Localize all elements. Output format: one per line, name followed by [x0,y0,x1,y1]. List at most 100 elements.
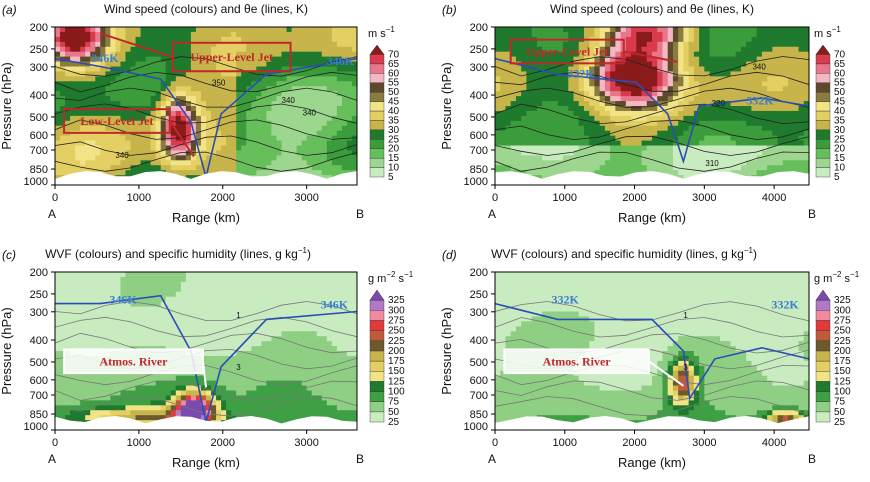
field-cell [793,111,799,117]
field-cell [783,160,789,166]
field-cell [302,52,308,58]
colorbar-tick-label: 65 [388,59,400,70]
field-cell [772,136,778,142]
field-cell [171,282,177,288]
field-cell [600,27,606,33]
y-tick-label: 1000 [464,176,488,188]
field-cell [161,126,167,132]
field-cell [80,81,86,87]
field-cell [131,341,137,347]
field-cell [731,121,737,127]
field-cell [532,131,538,137]
field-cell [542,27,548,33]
x-tick-label: 0 [492,192,498,204]
field-cell [327,287,333,293]
colorbar-tick-label: 70 [388,49,400,60]
field-cell [327,141,333,147]
field-cell [136,57,142,63]
field-cell [746,126,752,132]
field-cell [495,91,501,97]
field-cell [337,272,343,278]
field-cell [196,27,202,33]
field-cell [287,272,293,278]
field-cell [327,42,333,48]
field-cell [55,32,61,38]
field-cell [516,52,522,58]
field-cell [736,91,742,97]
colorbar-unit: m s−1 [368,25,395,40]
field-cell [526,160,532,166]
field-cell [261,136,267,142]
field-cell [312,57,318,63]
field-cell [60,341,66,347]
field-cell [327,277,333,283]
field-cell [191,146,197,152]
field-cell [216,160,222,166]
field-cell [271,292,277,298]
field-cell [642,67,648,73]
field-cell [621,96,627,102]
field-cell [704,52,710,58]
field-cell [568,96,574,102]
field-cell [171,277,177,283]
field-cell [125,57,131,63]
field-cell [568,141,574,147]
field-cell [589,91,595,97]
field-cell [788,67,794,73]
field-cell [85,81,91,87]
field-cell [171,27,177,33]
field-cell [762,165,768,171]
field-cell [317,116,323,122]
field-cell [292,86,298,92]
field-cell [105,326,111,332]
colorbar-swatch [816,130,830,139]
field-cell [725,155,731,161]
field-cell [772,116,778,122]
field-cell [511,76,517,82]
field-cell [312,42,318,48]
field-cell [788,155,794,161]
field-cell [505,101,511,107]
field-cell [636,150,642,156]
field-cell [287,146,293,152]
field-cell [767,86,773,92]
field-cell [631,121,637,127]
field-cell [125,287,131,293]
field-cell [751,76,757,82]
field-cell [542,86,548,92]
field-cell [181,32,187,38]
field-cell [568,111,574,117]
field-cell [241,297,247,303]
field-cell [699,62,705,68]
field-cell [236,302,242,308]
field-cell [60,91,66,97]
field-cell [292,116,298,122]
field-cell [136,27,142,33]
field-cell [65,37,71,43]
field-cell [542,81,548,87]
field-cell [171,86,177,92]
field-cell [216,27,222,33]
field-cell [261,91,267,97]
field-cell [246,27,252,33]
field-cell [55,282,61,288]
field-cell [176,91,182,97]
field-cell [751,81,757,87]
field-cell [662,165,668,171]
field-cell [266,76,272,82]
field-cell [563,131,569,137]
field-cell [736,27,742,33]
field-cell [171,37,177,43]
field-cell [312,52,318,58]
colorbar-swatch [816,64,830,73]
field-cell [332,170,338,176]
field-cell [725,32,731,38]
field-cell [181,316,187,322]
field-cell [505,150,511,156]
field-cell [95,282,101,288]
field-cell [584,101,590,107]
field-cell [678,67,684,73]
field-cell [100,321,106,327]
field-cell [302,331,308,337]
field-cell [282,287,288,293]
